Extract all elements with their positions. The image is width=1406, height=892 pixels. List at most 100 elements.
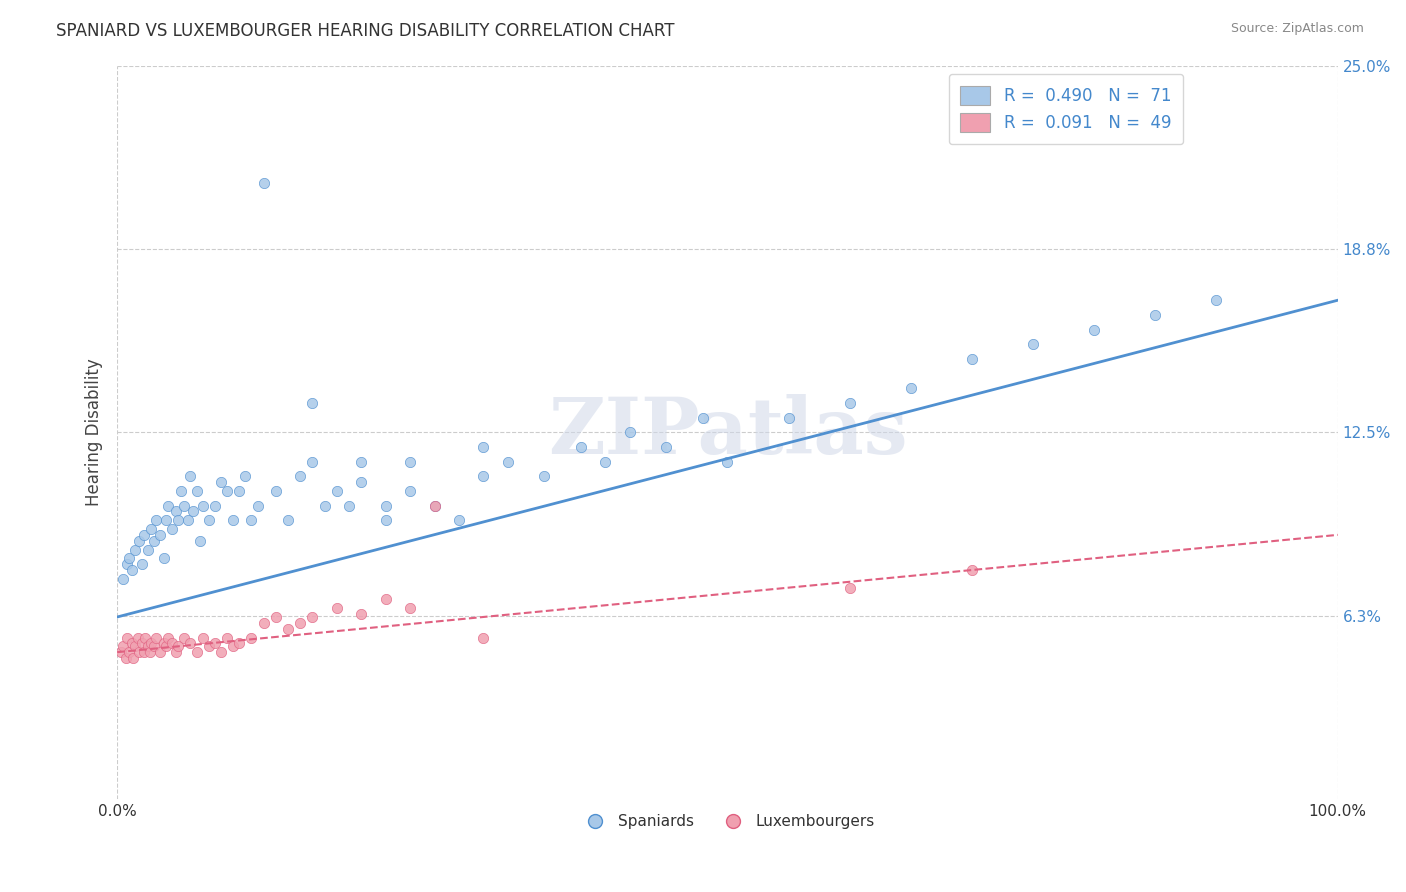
Point xyxy=(1083,322,1105,336)
Point xyxy=(177,513,200,527)
Point xyxy=(115,631,138,645)
Point xyxy=(114,651,136,665)
Point xyxy=(472,631,495,645)
Text: SPANIARD VS LUXEMBOURGER HEARING DISABILITY CORRELATION CHART: SPANIARD VS LUXEMBOURGER HEARING DISABIL… xyxy=(56,22,675,40)
Point xyxy=(118,551,141,566)
Point xyxy=(197,513,219,527)
Point xyxy=(139,645,162,659)
Point xyxy=(165,645,187,659)
Point xyxy=(215,631,238,645)
Point xyxy=(186,483,208,498)
Point xyxy=(132,645,155,659)
Point xyxy=(167,640,190,654)
Point xyxy=(423,499,446,513)
Point xyxy=(165,504,187,518)
Point xyxy=(136,640,159,654)
Point xyxy=(1021,337,1043,351)
Point xyxy=(619,425,641,440)
Point xyxy=(122,651,145,665)
Point xyxy=(157,631,180,645)
Point xyxy=(838,581,860,595)
Point xyxy=(209,475,232,489)
Point xyxy=(374,513,396,527)
Point xyxy=(128,533,150,548)
Point xyxy=(149,528,172,542)
Point xyxy=(246,499,269,513)
Point xyxy=(145,631,167,645)
Point xyxy=(152,636,174,650)
Point xyxy=(167,513,190,527)
Point xyxy=(290,615,312,630)
Point xyxy=(197,640,219,654)
Point xyxy=(778,410,800,425)
Point xyxy=(204,499,226,513)
Point xyxy=(204,636,226,650)
Point xyxy=(179,636,201,650)
Point xyxy=(124,542,146,557)
Point xyxy=(399,601,422,615)
Point xyxy=(350,454,373,468)
Point xyxy=(173,499,195,513)
Point xyxy=(900,381,922,395)
Point xyxy=(290,469,312,483)
Point xyxy=(447,513,470,527)
Point xyxy=(131,558,153,572)
Point xyxy=(169,483,191,498)
Point xyxy=(160,636,183,650)
Point xyxy=(496,454,519,468)
Point xyxy=(191,631,214,645)
Point xyxy=(134,631,156,645)
Point xyxy=(121,636,143,650)
Point xyxy=(157,499,180,513)
Point xyxy=(716,454,738,468)
Point xyxy=(160,522,183,536)
Point xyxy=(112,572,135,586)
Point xyxy=(314,499,336,513)
Point xyxy=(222,513,245,527)
Point xyxy=(186,645,208,659)
Point xyxy=(1143,308,1166,322)
Point xyxy=(569,440,592,454)
Point xyxy=(191,499,214,513)
Point xyxy=(118,645,141,659)
Point xyxy=(960,563,983,577)
Point xyxy=(350,607,373,621)
Point xyxy=(472,440,495,454)
Point xyxy=(141,522,163,536)
Point xyxy=(222,640,245,654)
Point xyxy=(142,533,165,548)
Point xyxy=(838,396,860,410)
Point xyxy=(277,622,299,636)
Point xyxy=(110,645,132,659)
Point xyxy=(301,610,323,624)
Point xyxy=(179,469,201,483)
Text: Source: ZipAtlas.com: Source: ZipAtlas.com xyxy=(1230,22,1364,36)
Point xyxy=(228,483,250,498)
Point xyxy=(112,640,135,654)
Y-axis label: Hearing Disability: Hearing Disability xyxy=(86,359,103,506)
Point xyxy=(399,483,422,498)
Point xyxy=(132,528,155,542)
Point xyxy=(533,469,555,483)
Point xyxy=(127,631,149,645)
Point xyxy=(155,640,177,654)
Point xyxy=(277,513,299,527)
Point xyxy=(264,610,287,624)
Point xyxy=(141,636,163,650)
Point xyxy=(149,645,172,659)
Point xyxy=(121,563,143,577)
Point xyxy=(142,640,165,654)
Point xyxy=(595,454,617,468)
Point xyxy=(209,645,232,659)
Point xyxy=(240,513,263,527)
Point xyxy=(136,542,159,557)
Point xyxy=(253,615,276,630)
Point xyxy=(131,636,153,650)
Point xyxy=(253,176,276,190)
Point xyxy=(960,351,983,366)
Point xyxy=(692,410,714,425)
Point xyxy=(145,513,167,527)
Point xyxy=(128,645,150,659)
Point xyxy=(374,499,396,513)
Point xyxy=(399,454,422,468)
